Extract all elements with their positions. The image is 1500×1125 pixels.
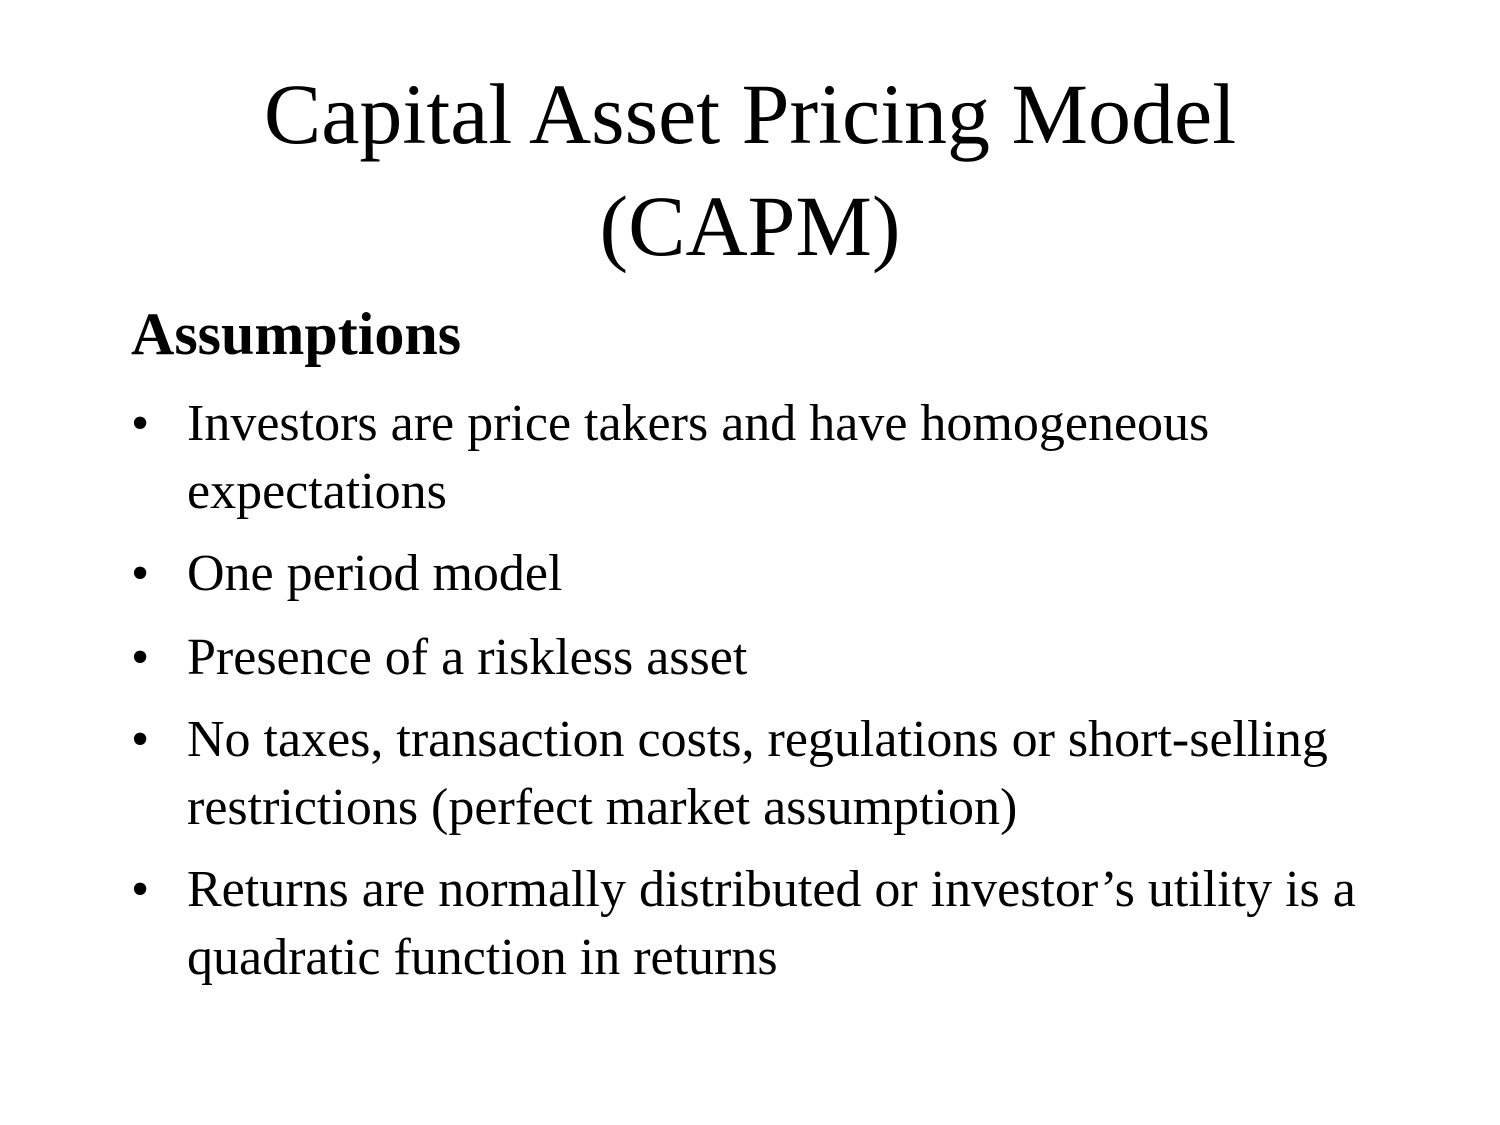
title-line-1: Capital Asset Pricing Model bbox=[263, 66, 1237, 162]
assumptions-list: • Investors are price takers and have ho… bbox=[131, 390, 1381, 1006]
bullet-text: Investors are price takers and have homo… bbox=[187, 395, 1210, 520]
list-item: • One period model bbox=[131, 540, 1381, 608]
bullet-icon: • bbox=[131, 395, 150, 452]
bullet-text: Presence of a riskless asset bbox=[187, 629, 748, 686]
slide-title: Capital Asset Pricing Model (CAPM) bbox=[0, 58, 1500, 282]
bullet-text: Returns are normally distributed or inve… bbox=[187, 861, 1356, 986]
list-item: • Returns are normally distributed or in… bbox=[131, 856, 1381, 992]
list-item: • Investors are price takers and have ho… bbox=[131, 390, 1381, 526]
assumptions-heading: Assumptions bbox=[131, 301, 462, 367]
bullet-text: One period model bbox=[187, 545, 563, 602]
bullet-icon: • bbox=[131, 711, 150, 768]
bullet-text: No taxes, transaction costs, regulations… bbox=[187, 711, 1328, 836]
list-item: • No taxes, transaction costs, regulatio… bbox=[131, 706, 1381, 842]
bullet-icon: • bbox=[131, 545, 150, 602]
bullet-icon: • bbox=[131, 629, 150, 686]
bullet-icon: • bbox=[131, 861, 150, 918]
title-line-2: (CAPM) bbox=[599, 178, 901, 274]
list-item: • Presence of a riskless asset bbox=[131, 624, 1381, 692]
